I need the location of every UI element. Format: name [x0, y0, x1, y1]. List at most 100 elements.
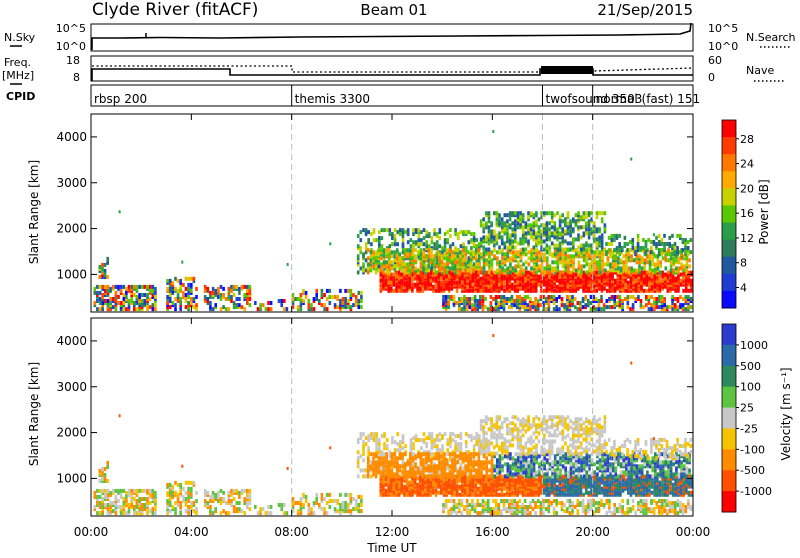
- heatmap-cell: [323, 307, 326, 311]
- heatmap-cell: [507, 266, 510, 270]
- heatmap-cell: [437, 491, 440, 495]
- heatmap-cell: [146, 489, 149, 493]
- heatmap-cell: [466, 297, 469, 301]
- heatmap-cell: [233, 505, 236, 509]
- heatmap-cell: [469, 277, 472, 281]
- heatmap-cell: [538, 254, 541, 258]
- heatmap-cell: [530, 287, 533, 291]
- heatmap-cell: [578, 270, 581, 274]
- heatmap-cell: [190, 283, 193, 287]
- heatmap-cell: [554, 213, 557, 217]
- heatmap-cell: [217, 295, 220, 299]
- heatmap-cell: [499, 260, 502, 264]
- heatmap-cell: [635, 283, 638, 287]
- heatmap-cell: [651, 256, 654, 260]
- heatmap-cell: [480, 285, 483, 289]
- heatmap-cell: [389, 232, 392, 236]
- heatmap-cell: [622, 260, 625, 264]
- heatmap-cell: [460, 462, 463, 466]
- heatmap-cell: [480, 252, 483, 256]
- heatmap-cell: [185, 277, 188, 281]
- heatmap-cell: [454, 260, 457, 264]
- heatmap-cell: [350, 289, 353, 293]
- heatmap-cell: [385, 279, 388, 283]
- heatmap-cell: [448, 491, 451, 495]
- heatmap-cell: [375, 238, 378, 242]
- heatmap-cell: [685, 275, 688, 279]
- heatmap-cell: [501, 241, 504, 245]
- heatmap-cell: [482, 299, 485, 303]
- heatmap-cell: [564, 248, 567, 252]
- heatmap-cell: [115, 503, 118, 507]
- heatmap-cell: [437, 481, 440, 485]
- heatmap-cell: [411, 489, 414, 493]
- heatmap-cell: [605, 250, 608, 254]
- heatmap-cell: [653, 252, 656, 256]
- heatmap-cell: [511, 246, 514, 250]
- heatmap-cell: [310, 303, 313, 307]
- heatmap-cell: [410, 438, 413, 442]
- heatmap-cell: [624, 297, 627, 301]
- heatmap-cell: [370, 242, 373, 246]
- heatmap-cell: [233, 497, 236, 501]
- heatmap-cell: [612, 268, 615, 272]
- heatmap-cell: [177, 279, 180, 283]
- heatmap-cell: [404, 230, 407, 234]
- heatmap-cell: [367, 446, 370, 450]
- heatmap-cell: [466, 289, 469, 293]
- heatmap-cell: [246, 285, 249, 289]
- heatmap-cell: [115, 299, 118, 303]
- heatmap-cell: [416, 489, 419, 493]
- heatmap-cell: [433, 258, 436, 262]
- heatmap-cell: [455, 301, 458, 305]
- heatmap-cell: [439, 244, 442, 248]
- heatmap-cell: [551, 241, 554, 245]
- heatmap-cell: [554, 260, 557, 264]
- heatmap-cell: [187, 301, 190, 305]
- heatmap-cell: [534, 301, 537, 305]
- heatmap-cell: [106, 479, 109, 483]
- heatmap-cell: [214, 493, 217, 497]
- heatmap-cell: [485, 479, 488, 483]
- heatmap-cell: [611, 234, 614, 238]
- heatmap-cell: [522, 233, 525, 237]
- heatmap-cell: [467, 260, 470, 264]
- heatmap-cell: [373, 228, 376, 232]
- heatmap-cell: [313, 511, 316, 515]
- heatmap-cell: [401, 273, 404, 277]
- heatmap-cell: [467, 268, 470, 272]
- heatmap-cell: [439, 432, 442, 436]
- heatmap-cell: [99, 511, 102, 515]
- heatmap-cell: [107, 503, 110, 507]
- heatmap-cell: [646, 289, 649, 293]
- heatmap-cell: [388, 266, 391, 270]
- heatmap-cell: [133, 505, 136, 509]
- heatmap-cell: [454, 232, 457, 236]
- heatmap-cell: [249, 501, 252, 505]
- heatmap-cell: [187, 491, 190, 495]
- heatmap-cell: [99, 479, 102, 483]
- heatmap-cell: [690, 250, 693, 254]
- heatmap-cell: [94, 495, 97, 499]
- heatmap-cell: [464, 252, 467, 256]
- heatmap-cell: [305, 499, 308, 503]
- heatmap-cell: [615, 262, 618, 266]
- heatmap-cell: [650, 295, 653, 299]
- heatmap-cell: [460, 446, 463, 450]
- heatmap-cell: [107, 507, 110, 511]
- heatmap-cell: [99, 285, 102, 289]
- heatmap-cell: [357, 244, 360, 248]
- heatmap-cell: [428, 436, 431, 440]
- heatmap-cell: [469, 493, 472, 497]
- heatmap-cell: [493, 248, 496, 252]
- heatmap-cell: [511, 221, 514, 225]
- heatmap-cell: [336, 499, 339, 503]
- heatmap-cell: [609, 283, 612, 287]
- heatmap-cell: [439, 236, 442, 240]
- heatmap-cell: [663, 246, 666, 250]
- colorbar-tick-label: 12: [740, 232, 754, 245]
- heatmap-cell: [278, 299, 281, 303]
- heatmap-cell: [507, 254, 510, 258]
- heatmap-cell: [123, 297, 126, 301]
- heatmap-cell: [548, 279, 551, 283]
